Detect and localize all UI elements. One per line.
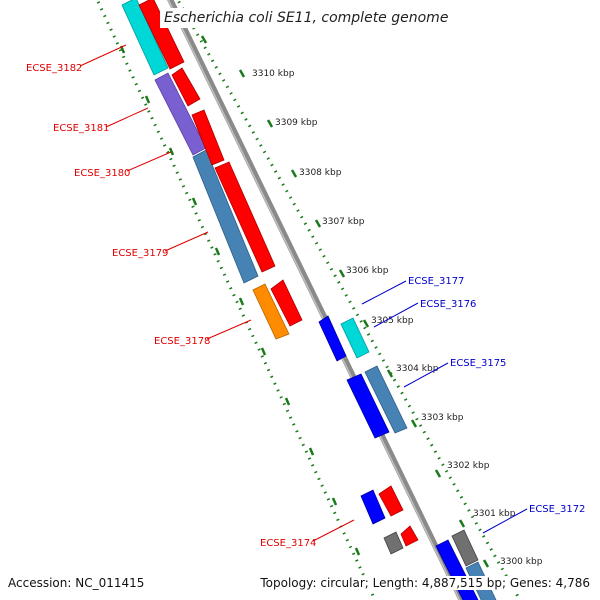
- accession-text: Accession: NC_011415: [8, 576, 145, 590]
- gene-label-ecse-3182[interactable]: ECSE_3182: [26, 63, 82, 74]
- gene-label-ecse-3181[interactable]: ECSE_3181: [53, 123, 109, 134]
- tick-label-3308: 3308 kbp: [299, 168, 342, 178]
- gene-ecse-3175-cds-steel[interactable]: [364, 365, 408, 434]
- gene-ecse-3180-cds[interactable]: [192, 149, 259, 284]
- gene-ecse-3177-cds[interactable]: [318, 315, 347, 362]
- gene-ecse-3180-cds-red[interactable]: [191, 109, 225, 166]
- gene-label-ecse-3177[interactable]: ECSE_3177: [408, 276, 464, 287]
- tick-label-3301: 3301 kbp: [473, 509, 516, 519]
- gene-ecse-3175-cds[interactable]: [346, 373, 390, 439]
- genome-backbone-highlight: [167, 0, 461, 600]
- gene-ecse-3182-cds[interactable]: [121, 0, 169, 76]
- tick-label-3304: 3304 kbp: [396, 364, 439, 374]
- gene-ecse-3174-cds-red-2[interactable]: [400, 525, 419, 547]
- tick-label-3307: 3307 kbp: [322, 217, 365, 227]
- gene-leaders-left: [79, 44, 355, 542]
- gene-labels-left: ECSE_3182 ECSE_3181 ECSE_3180 ECSE_3179 …: [26, 63, 316, 549]
- tick-label-3303: 3303 kbp: [421, 413, 464, 423]
- tick-marks-outer: [200, 35, 490, 568]
- gene-label-ecse-3172[interactable]: ECSE_3172: [529, 504, 585, 515]
- gene-label-ecse-3176[interactable]: ECSE_3176: [420, 299, 476, 310]
- tick-label-3306: 3306 kbp: [346, 266, 389, 276]
- gene-ecse-3172-cds-gray[interactable]: [451, 529, 479, 567]
- gene-ecse-3176-cds[interactable]: [340, 317, 370, 359]
- gene-labels-right: ECSE_3177 ECSE_3176 ECSE_3175 ECSE_3172: [408, 276, 585, 515]
- gene-ecse-3182-cds-red[interactable]: [138, 0, 185, 70]
- gene-label-ecse-3179[interactable]: ECSE_3179: [112, 248, 168, 259]
- gene-label-ecse-3175[interactable]: ECSE_3175: [450, 358, 506, 369]
- gene-features-left[interactable]: [121, 0, 419, 555]
- gene-ecse-3174-cds-gray[interactable]: [383, 531, 404, 555]
- gene-ecse-3174-cds-red[interactable]: [378, 485, 404, 517]
- tick-label-3310: 3310 kbp: [252, 69, 295, 79]
- gene-ecse-3178-cds[interactable]: [252, 283, 290, 340]
- tick-label-3300: 3300 kbp: [500, 557, 543, 567]
- gene-label-ecse-3178[interactable]: ECSE_3178: [154, 336, 210, 347]
- tick-labels: 3310 kbp 3309 kbp 3308 kbp 3307 kbp 3306…: [252, 69, 543, 567]
- map-title: Escherichia coli SE11, complete genome: [160, 8, 453, 28]
- gene-leaders-right: [361, 280, 528, 534]
- gene-ecse-3178-cds-red[interactable]: [270, 279, 303, 327]
- gene-label-ecse-3174[interactable]: ECSE_3174: [260, 538, 316, 549]
- tick-ring-inner: [95, 0, 377, 600]
- genome-backbone: [167, 0, 465, 600]
- gene-ecse-3181-cds-red[interactable]: [171, 67, 201, 107]
- tick-marks-inner: [119, 45, 361, 556]
- tick-label-3302: 3302 kbp: [447, 461, 490, 471]
- topology-text: Topology: circular; Length: 4,887,515 bp…: [260, 576, 590, 590]
- gene-label-ecse-3180[interactable]: ECSE_3180: [74, 168, 130, 179]
- gene-ecse-3174-cds-blue[interactable]: [360, 489, 386, 525]
- tick-label-3305: 3305 kbp: [371, 316, 414, 326]
- tick-label-3309: 3309 kbp: [275, 118, 318, 128]
- gene-ecse-3179-cds-red[interactable]: [214, 161, 276, 273]
